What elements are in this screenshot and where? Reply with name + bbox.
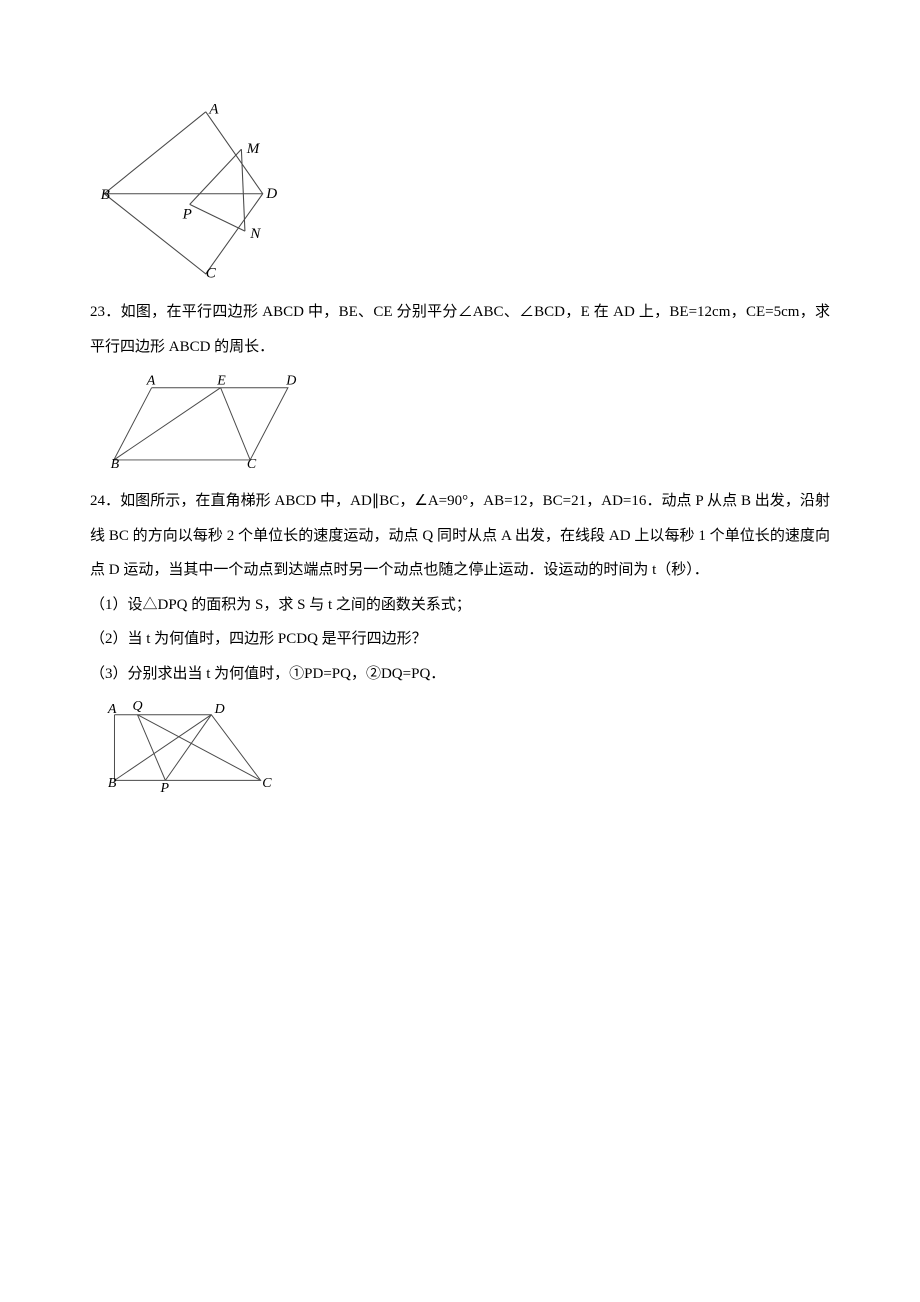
svg-text:B: B xyxy=(101,187,110,203)
svg-text:D: D xyxy=(265,186,277,202)
svg-text:Q: Q xyxy=(133,699,143,714)
figure-23: A E D B C xyxy=(90,368,830,478)
svg-text:A: A xyxy=(208,102,219,118)
question-23: 23．如图，在平行四边形 ABCD 中，BE、CE 分别平分∠ABC、∠BCD，… xyxy=(90,295,830,364)
figure-22: A B C D M N P xyxy=(90,94,830,289)
svg-text:D: D xyxy=(285,373,296,388)
svg-text:E: E xyxy=(216,373,226,388)
figure-23-svg: A E D B C xyxy=(90,368,320,478)
question-24-number: 24． xyxy=(90,493,120,509)
figure-24-svg: A Q D B P C xyxy=(90,695,290,805)
question-23-text: 如图，在平行四边形 ABCD 中，BE、CE 分别平分∠ABC、∠BCD，E 在… xyxy=(90,304,830,355)
question-24-part1: （1）设△DPQ 的面积为 S，求 S 与 t 之间的函数关系式； xyxy=(90,588,830,623)
question-24-intro: 24．如图所示，在直角梯形 ABCD 中，AD∥BC，∠A=90°，AB=12，… xyxy=(90,484,830,588)
svg-text:C: C xyxy=(247,457,257,472)
svg-text:P: P xyxy=(159,781,169,796)
svg-text:D: D xyxy=(214,702,225,717)
question-24-part3: （3）分别求出当 t 为何值时，①PD=PQ，②DQ=PQ． xyxy=(90,657,830,692)
svg-text:C: C xyxy=(206,265,217,281)
figure-24: A Q D B P C xyxy=(90,695,830,805)
svg-text:P: P xyxy=(182,207,192,223)
svg-text:N: N xyxy=(249,226,261,242)
svg-text:M: M xyxy=(246,141,261,157)
question-24-part2: （2）当 t 为何值时，四边形 PCDQ 是平行四边形？ xyxy=(90,622,830,657)
svg-text:A: A xyxy=(146,373,156,388)
svg-text:C: C xyxy=(262,776,272,791)
document-page: A B C D M N P 23．如图，在平行四边形 ABCD 中，BE、CE 分别平分∠A… xyxy=(0,0,920,901)
question-24-text: 如图所示，在直角梯形 ABCD 中，AD∥BC，∠A=90°，AB=12，BC=… xyxy=(90,493,830,578)
figure-22-svg: A B C D M N P xyxy=(90,94,285,289)
svg-text:A: A xyxy=(107,702,117,717)
question-23-number: 23． xyxy=(90,304,121,320)
svg-text:B: B xyxy=(111,457,120,472)
svg-text:B: B xyxy=(108,776,117,791)
